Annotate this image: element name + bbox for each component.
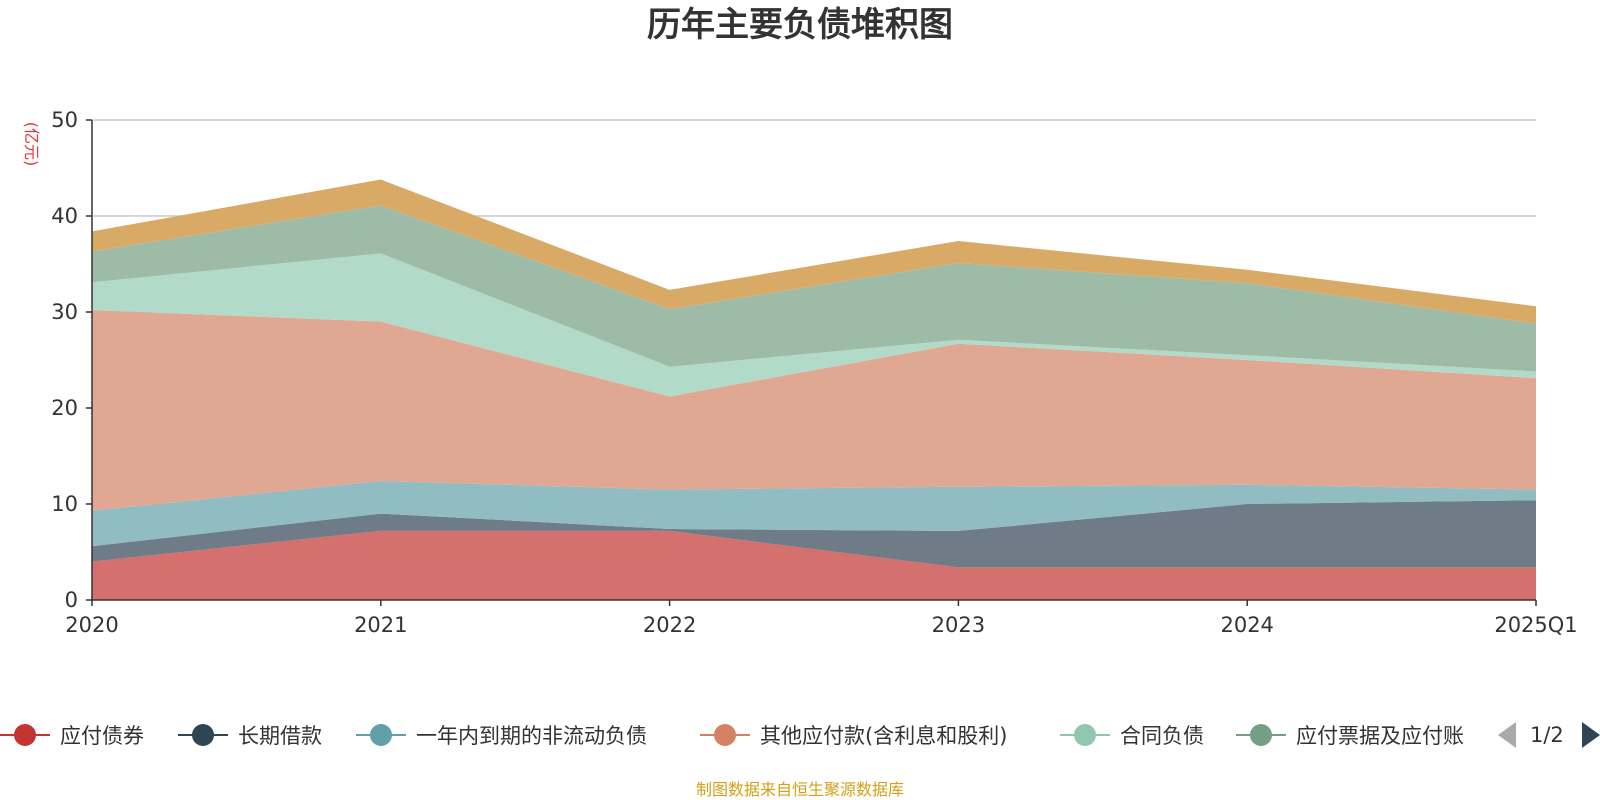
area-1 [92, 500, 1536, 568]
x-tick-label: 2022 [643, 613, 696, 637]
x-tick-label: 2025Q1 [1494, 613, 1577, 637]
legend-circle-icon [14, 724, 36, 746]
legend-label: 应付票据及应付账 [1296, 724, 1464, 748]
legend-label: 应付债券 [60, 724, 144, 748]
legend-prev-button[interactable] [1498, 722, 1516, 748]
chart-title: 历年主要负债堆积图 [647, 5, 953, 45]
x-tick-label: 2024 [1220, 613, 1273, 637]
legend-item[interactable]: 其他应付款(含利息和股利) [700, 724, 1007, 748]
y-tick-label: 0 [65, 588, 78, 612]
legend-label: 其他应付款(含利息和股利) [760, 724, 1007, 748]
legend-circle-icon [714, 724, 736, 746]
area-4 [92, 253, 1536, 397]
axes: 0 10 20 30 40 50 2020 2021 2022 2023 2024 2025Q1 [51, 108, 1577, 637]
triangle-left-icon [1498, 722, 1516, 748]
legend-label: 长期借款 [238, 724, 322, 748]
y-tick-label: 40 [51, 204, 78, 228]
x-tick-label: 2023 [932, 613, 985, 637]
area-6 [92, 179, 1536, 324]
y-tick-label: 20 [51, 396, 78, 420]
x-tick-label: 2021 [354, 613, 407, 637]
legend-circle-icon [1250, 724, 1272, 746]
area-3 [92, 310, 1536, 511]
area-0 [92, 530, 1536, 600]
y-tick-label: 50 [51, 108, 78, 132]
legend-item[interactable]: 一年内到期的非流动负债 [356, 724, 647, 748]
area-2 [92, 481, 1536, 547]
legend-circle-icon [370, 724, 392, 746]
legend-item[interactable]: 合同负债 [1060, 724, 1204, 748]
legend: 应付债券 长期借款 一年内到期的非流动负债 其他应付款(含利息和股利) 合同负债 应付票据… [0, 724, 1464, 748]
x-tick-label: 2020 [65, 613, 118, 637]
y-tick-label: 10 [51, 492, 78, 516]
legend-item[interactable]: 长期借款 [178, 724, 322, 748]
source-note: 制图数据来自恒生聚源数据库 [696, 780, 904, 799]
area-series [92, 179, 1536, 600]
legend-item[interactable]: 应付票据及应付账 [1236, 724, 1464, 748]
legend-circle-icon [192, 724, 214, 746]
legend-item[interactable]: 应付债券 [0, 724, 144, 748]
legend-label: 合同负债 [1120, 724, 1204, 748]
legend-label: 一年内到期的非流动负债 [416, 724, 647, 748]
legend-next-button[interactable] [1582, 722, 1600, 748]
y-tick-label: 30 [51, 300, 78, 324]
legend-page-indicator: 1/2 [1530, 723, 1564, 747]
legend-circle-icon [1074, 724, 1096, 746]
area-5 [92, 205, 1536, 372]
y-axis-label: (亿元) [22, 122, 41, 167]
triangle-right-icon [1582, 722, 1600, 748]
